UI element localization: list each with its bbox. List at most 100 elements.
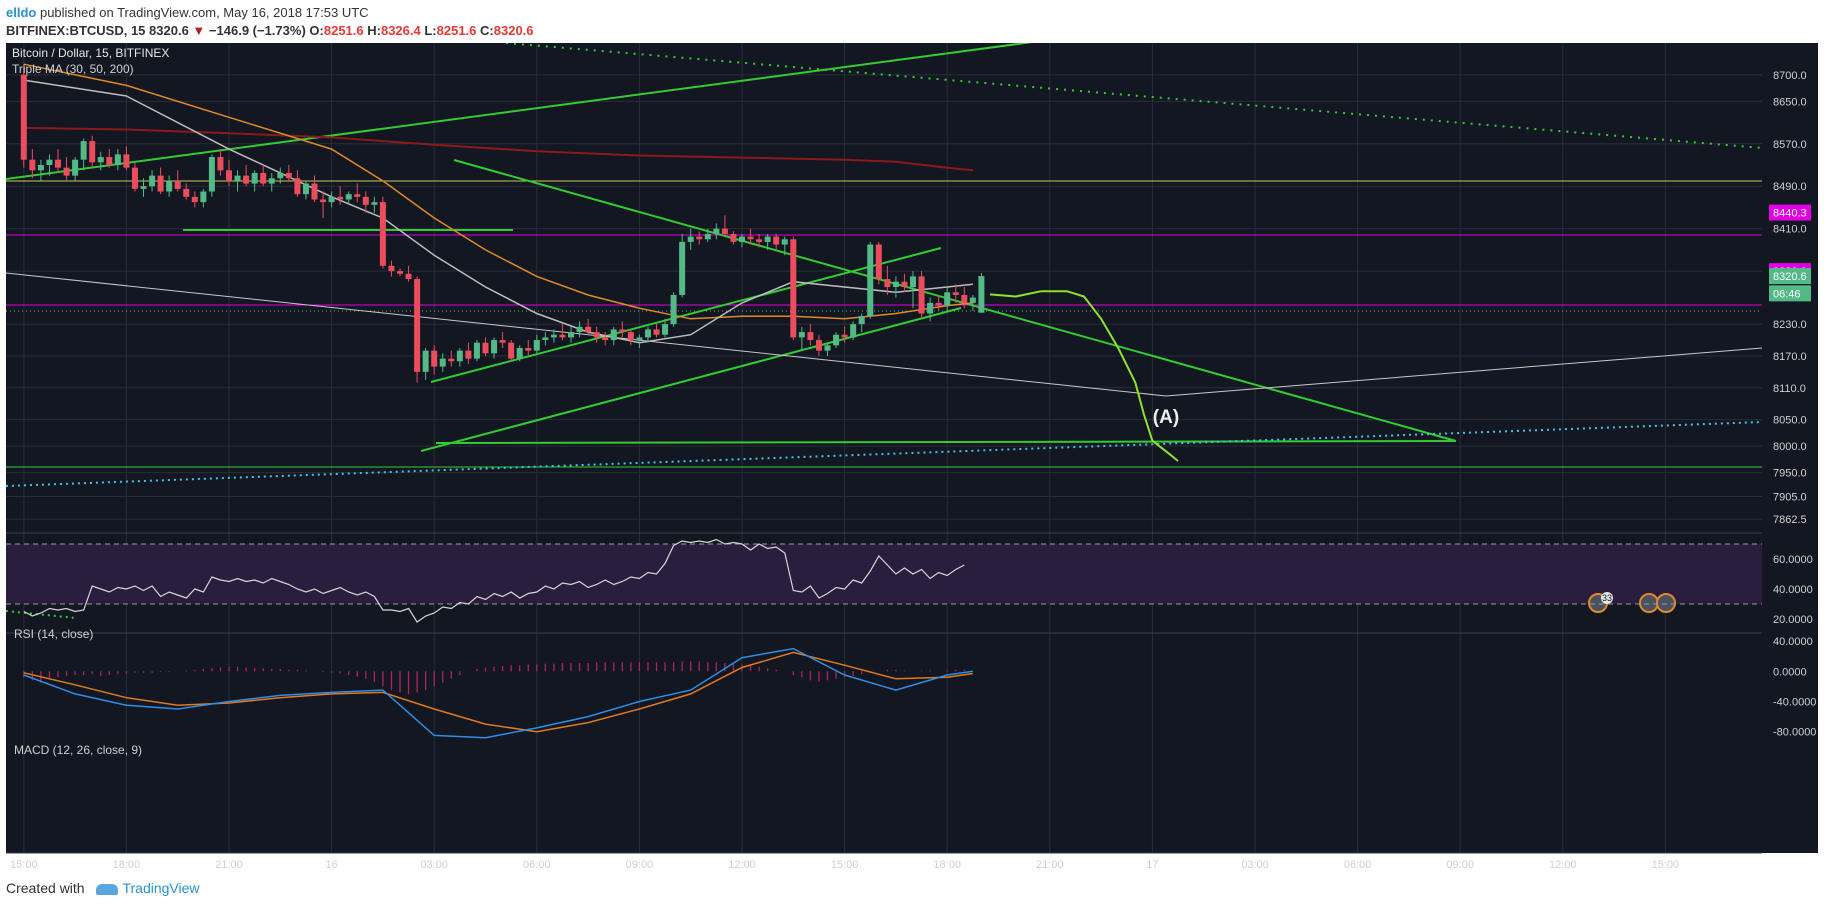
time-tick-label: 15:00 [1652,859,1680,871]
price-tick-label: 8170.0 [1773,351,1807,363]
candle-body [465,350,472,359]
candle-body [542,337,549,341]
time-axis[interactable]: 15:00 18:00 21:00 16 03:00 06:00 09:00 12:00 15:… [10,859,1679,871]
candle-body [550,334,557,338]
chart-area[interactable]: (A) 33 Bitcoin / Dollar, 15, BITFINEX Tr… [5,40,1818,873]
candle-body [226,170,232,181]
macd-tick-label: 40.0000 [1773,636,1813,648]
published-text: published on TradingView.com, May 16, 20… [39,5,369,20]
macd-line [23,647,974,739]
candle-body [362,196,369,205]
channel-lower-line[interactable] [420,307,962,452]
symbol: BITFINEX:BTCUSD, 15 [6,23,146,38]
rsi-line [23,538,965,623]
publish-line: elldo published on TradingView.com, May … [6,5,369,20]
candle-body [285,172,292,179]
candle-body [901,281,908,287]
time-tick-label: 09:00 [626,859,654,871]
candle-body [619,329,626,333]
candle-body [568,332,574,338]
time-tick-label: 03:00 [1241,859,1269,871]
candle-body [636,337,643,341]
macd-pane [23,647,974,739]
candle-body [89,141,96,163]
candle-body [730,233,737,242]
channel-upper-line[interactable] [430,247,942,383]
time-tick-label: 06:00 [523,859,551,871]
candle-body [867,244,874,317]
candle-body [260,172,267,184]
cyan-dotted-trendline[interactable] [5,421,1763,487]
rsi-pane [6,538,1762,623]
price-tick-label: 7950.0 [1773,468,1807,480]
candle-body [114,154,121,165]
candle-body [140,186,147,189]
price-tick-label: 8650.0 [1773,96,1807,108]
candle-body [747,236,754,240]
candle-body [781,239,788,245]
candle-body [234,175,241,181]
candle-body [20,74,27,160]
high-label: H: [367,23,381,38]
price-label: 8440.3 [1773,208,1807,220]
candle-body [268,178,275,184]
price-tick-label: 8570.0 [1773,139,1807,151]
price-tick-label: 8490.0 [1773,181,1807,193]
candle-body [952,292,959,295]
candle-body [721,228,728,234]
time-tick-label: 16 [325,859,337,871]
candle-body [610,329,617,341]
upper-trend-line[interactable] [5,40,1041,180]
candle-body [798,332,805,338]
flag-marker-icon-2[interactable] [1639,593,1659,613]
candle-body [131,167,138,189]
candle-body [850,324,857,338]
flag-marker-icon-3[interactable] [1656,593,1676,613]
candle-body [687,236,694,242]
candle-body [320,199,327,203]
rsi-tick-label: 20.0000 [1773,614,1813,626]
candle-body [713,228,720,234]
candle-body [679,241,686,295]
price-axis[interactable]: 8700.08650.08570.08490.08410.08330.08230… [1762,43,1818,853]
time-tick-label: 18:00 [113,859,141,871]
price-tick-label: 7905.0 [1773,492,1807,504]
candle-body [388,265,395,272]
candle-body [764,236,771,242]
horizontal-support-line[interactable] [435,440,1457,444]
candle-body [405,273,412,280]
candle-body [123,154,130,168]
price-axis-bg [1762,43,1818,853]
candle-body [456,350,463,362]
falling-trend-line[interactable] [453,159,1457,442]
time-tick-label: 17 [1146,859,1158,871]
candle-body [149,175,156,187]
candle-body [499,340,506,343]
price-tick-label: 8410.0 [1773,224,1807,236]
macd-tick-label: -80.0000 [1773,727,1816,739]
candle-body [397,271,403,274]
candle-body [910,276,916,287]
earnings-markers[interactable]: 33 [1588,592,1676,613]
candle-body [243,175,250,184]
author-link[interactable]: elldo [6,5,37,20]
tradingview-brand[interactable]: TradingView [122,880,200,896]
candle-body [63,167,70,176]
rsi-tick-label: 60.0000 [1773,554,1813,566]
macd-label: MACD (12, 26, close, 9) [14,743,142,757]
down-arrow-icon: ▼ [192,23,206,38]
drawing-lines [5,40,1763,619]
candle-body [704,233,711,240]
chart-svg[interactable]: (A) 33 Bitcoin / Dollar, 15, BITFINEX Tr… [5,40,1818,873]
wave-projection-line[interactable] [5,272,1763,397]
candle-body [790,239,797,338]
rsi-label: RSI (14, close) [14,627,93,641]
forecast-path [989,290,1179,462]
candle-body [431,350,438,367]
candle-body [337,196,344,200]
candle-body [961,294,968,303]
price-tick-label: 8230.0 [1773,319,1807,331]
open-value: 8251.6 [323,23,364,38]
candle-body [662,324,669,335]
price-label-bg [1769,268,1811,285]
